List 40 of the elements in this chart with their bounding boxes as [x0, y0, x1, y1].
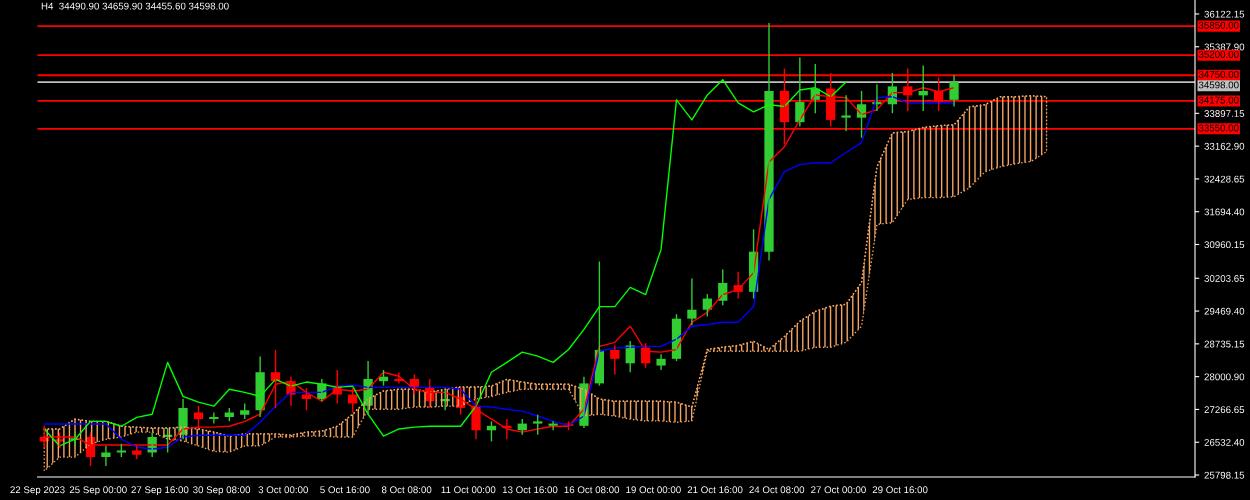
x-tick-label: 8 Oct 08:00	[381, 486, 432, 494]
ref-line-label: 35200.00	[1198, 50, 1239, 58]
y-tick-label: 27266.65	[1204, 406, 1245, 414]
y-tick-label: 28000.90	[1204, 373, 1245, 381]
y-tick-label: 32428.65	[1204, 175, 1245, 183]
x-tick-label: 3 Oct 00:00	[258, 486, 309, 494]
x-tick-label: 19 Oct 00:00	[626, 486, 681, 494]
x-tick-label: 11 Oct 00:00	[441, 486, 496, 494]
y-tick-label: 30960.15	[1204, 241, 1245, 249]
x-tick-label: 22 Sep 2023	[10, 486, 65, 496]
candlestick	[193, 405, 204, 429]
x-tick-label: 25 Sep 00:00	[69, 486, 127, 496]
ref-line-label: 33550.00	[1198, 124, 1239, 132]
y-tick-label: 30203.65	[1204, 275, 1245, 282]
y-tick-label: 33897.15	[1204, 110, 1245, 117]
candlestick	[841, 94, 851, 132]
y-tick-label: 33162.90	[1204, 142, 1245, 150]
x-tick-label: 13 Oct 16:00	[502, 486, 558, 494]
ref-line-label: 34175.00	[1198, 96, 1239, 104]
candlestick	[656, 353, 666, 371]
candlestick	[533, 413, 543, 436]
ref-line-label: 35850.00	[1198, 21, 1239, 29]
x-tick-label: 16 Oct 08:00	[564, 486, 620, 494]
ref-line-label: 34598.00	[1198, 81, 1239, 89]
y-tick-label: 35387.90	[1204, 43, 1245, 51]
x-tick-label: 27 Oct 00:00	[811, 486, 866, 494]
y-tick-label: 25798.15	[1204, 471, 1245, 479]
x-tick-label: 27 Sep 16:00	[131, 486, 189, 496]
chart-title: H4 34490.90 34659.90 34455.60 34598.00	[41, 2, 229, 10]
x-tick-label: 5 Oct 16:00	[320, 486, 370, 494]
x-tick-label: 24 Oct 08:00	[749, 486, 805, 494]
y-tick-label: 31694.40	[1204, 208, 1245, 216]
ref-line-label: 34750.00	[1198, 70, 1239, 78]
x-tick-label: 29 Oct 16:00	[872, 486, 928, 494]
y-tick-label: 36122.15	[1204, 10, 1245, 18]
y-tick-label: 28735.15	[1204, 340, 1245, 348]
y-tick-label: 29469.40	[1204, 307, 1245, 315]
x-tick-label: 30 Sep 08:00	[193, 486, 251, 496]
y-tick-label: 26532.40	[1204, 438, 1245, 446]
x-tick-label: 21 Oct 16:00	[687, 486, 743, 494]
